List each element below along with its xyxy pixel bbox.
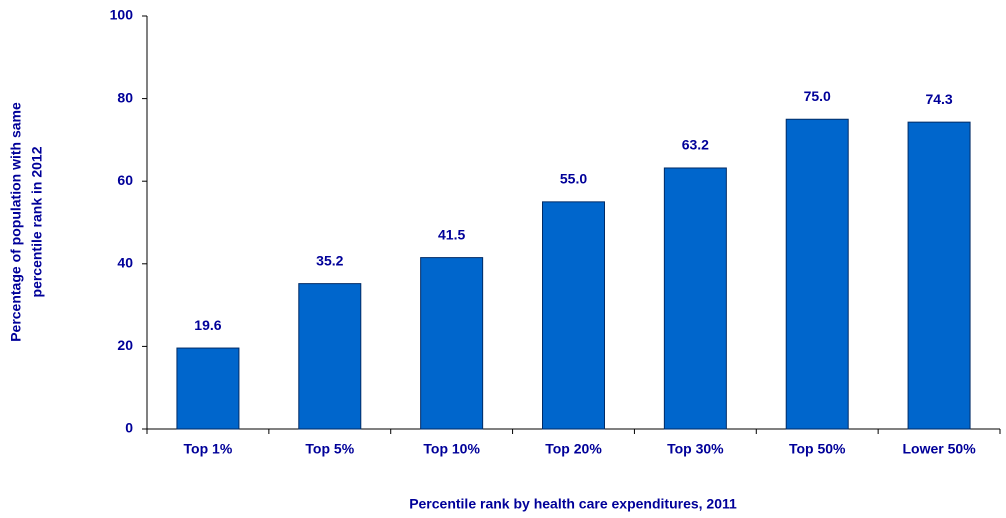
y-tick-label: 80	[117, 89, 133, 105]
value-label: 75.0	[804, 88, 831, 104]
bar	[298, 283, 362, 430]
value-label: 41.5	[438, 226, 465, 242]
y-axis-title: Percentage of population with same	[8, 102, 24, 342]
x-tick-label: Lower 50%	[903, 441, 977, 457]
x-tick-label: Top 50%	[789, 441, 846, 457]
y-tick-label: 0	[125, 420, 133, 436]
x-tick-label: Top 5%	[305, 441, 354, 457]
bar	[542, 201, 605, 430]
value-label: 74.3	[925, 91, 952, 107]
bar	[907, 121, 971, 430]
bar	[176, 347, 240, 430]
y-axis-title: percentile rank in 2012	[29, 146, 45, 297]
value-label: 55.0	[560, 171, 587, 187]
y-tick-label: 100	[110, 7, 134, 23]
value-label: 19.6	[194, 317, 221, 333]
x-tick-label: Top 10%	[423, 441, 480, 457]
y-tick-label: 20	[117, 337, 133, 353]
bar	[663, 167, 727, 430]
y-tick-label: 60	[117, 172, 133, 188]
y-tick-label: 40	[117, 255, 133, 271]
x-tick-label: Top 20%	[545, 441, 602, 457]
x-tick-label: Top 30%	[667, 441, 724, 457]
value-label: 63.2	[682, 137, 709, 153]
x-axis-title: Percentile rank by health care expenditu…	[409, 496, 737, 512]
bar	[785, 118, 849, 430]
bar	[420, 257, 484, 430]
value-label: 35.2	[316, 252, 343, 268]
x-tick-label: Top 1%	[184, 441, 233, 457]
